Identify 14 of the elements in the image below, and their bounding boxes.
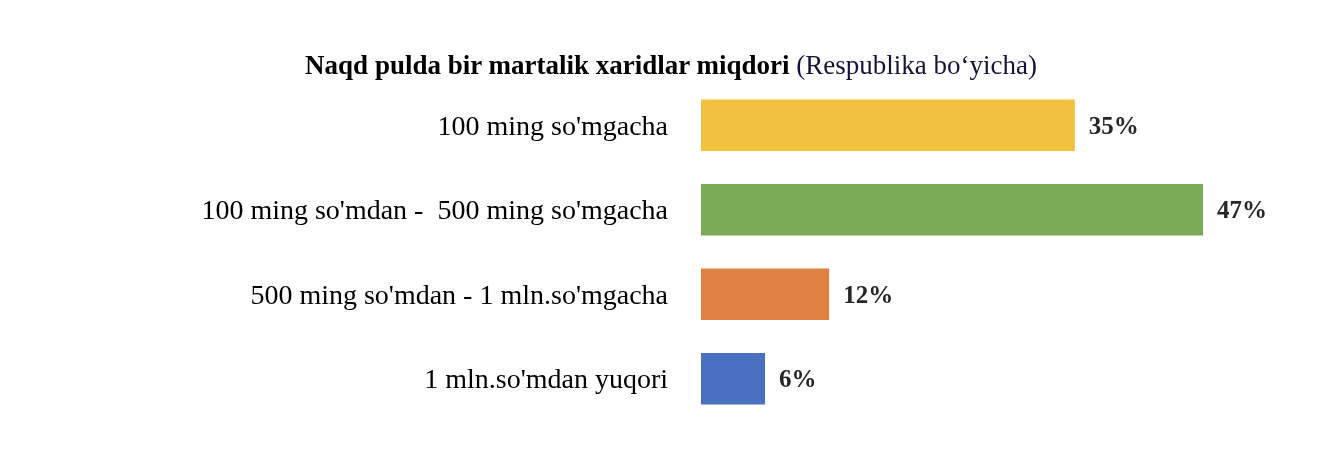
bar <box>701 268 830 321</box>
y-tick-label: 500 ming so'mdan - 1 mln.so'mgacha <box>250 278 669 310</box>
bar <box>701 352 766 405</box>
y-tick-label: 1 mln.so'mdan yuqori <box>424 363 669 395</box>
data-label: 12% <box>843 280 894 308</box>
data-label: 35% <box>1088 111 1139 139</box>
bar <box>701 99 1075 152</box>
data-label: 6% <box>779 365 817 393</box>
y-tick-label: 100 ming so'mgacha <box>437 109 669 141</box>
y-tick-label: 100 ming so'mdan - 500 ming so'mgacha <box>201 194 669 226</box>
chart-subtitle: (Respublika bo‘yicha) <box>796 50 1037 80</box>
bar <box>701 183 1203 236</box>
data-label: 47% <box>1217 196 1267 224</box>
chart-title: Naqd pulda bir martalik xaridlar miqdori <box>305 50 790 80</box>
